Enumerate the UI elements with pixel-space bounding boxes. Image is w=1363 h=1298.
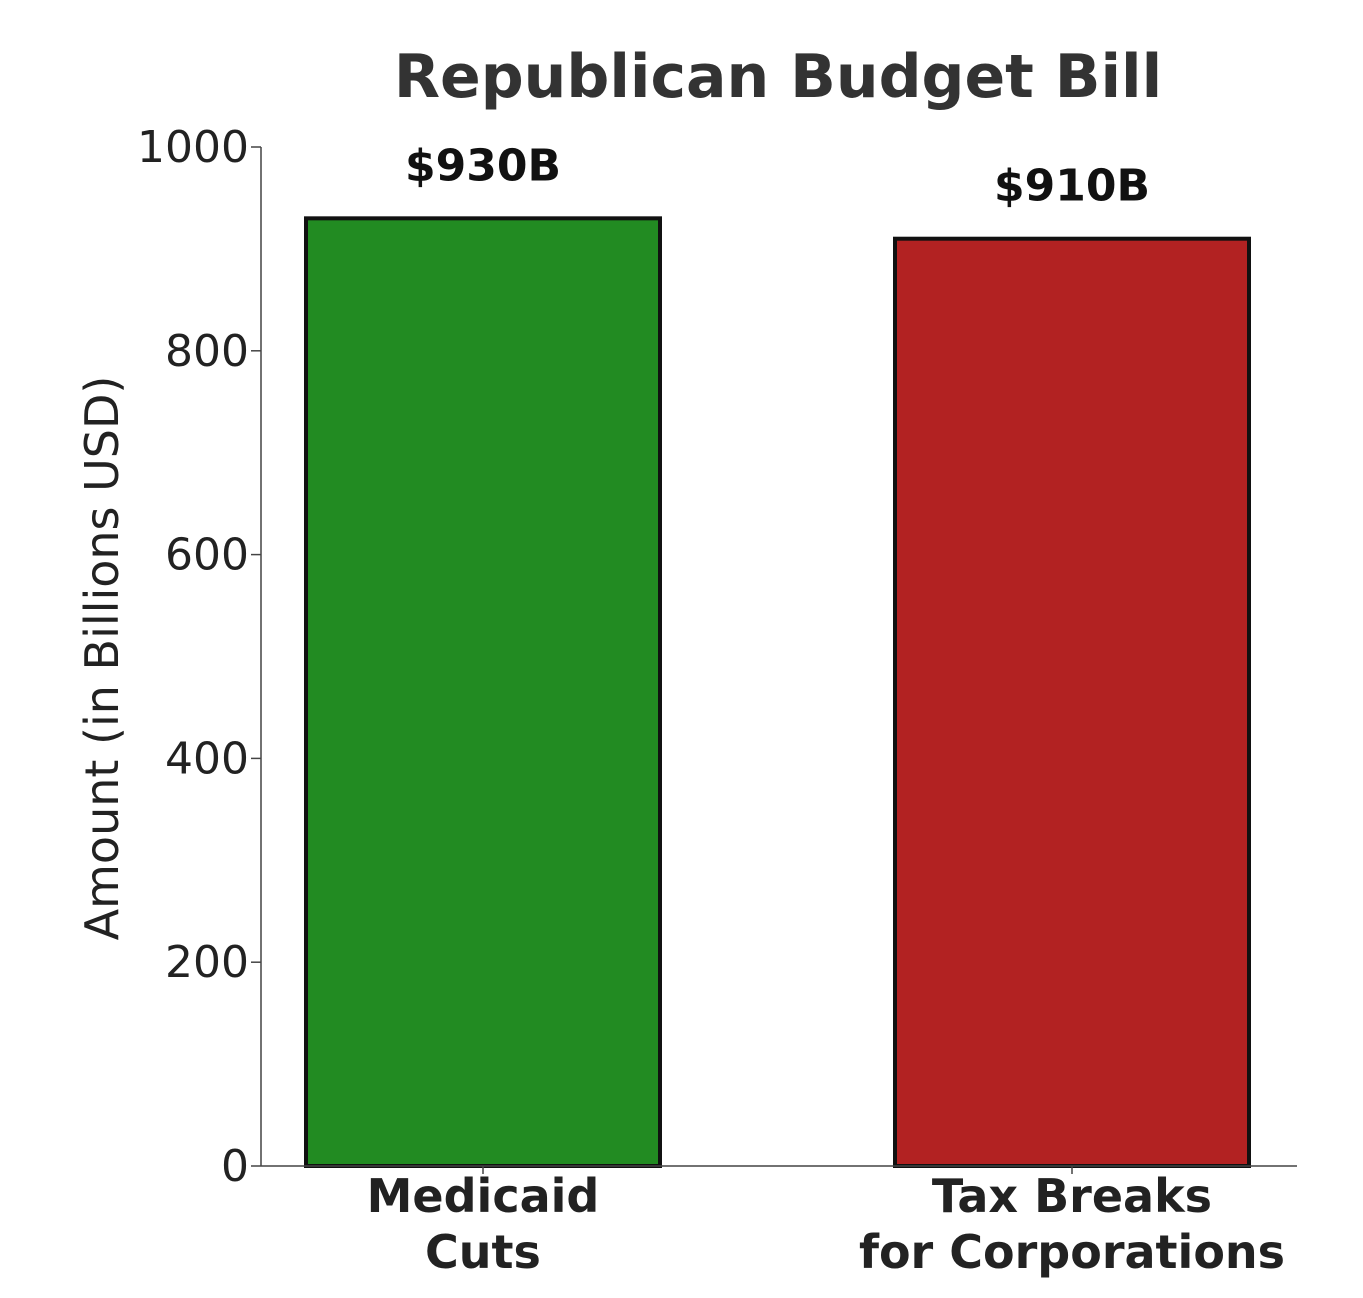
bar-group [304,216,1251,1168]
y-tick-label: 200 [165,937,249,988]
y-tick-label: 1000 [137,122,249,173]
y-tick-label: 400 [165,733,249,784]
x-tick-label: for Corporations [859,1225,1285,1279]
x-tick-label: Cuts [425,1225,541,1279]
y-axis-ticks: 0 200 400 600 800 1000 [137,122,261,1192]
x-tick-label: Tax Breaks [932,1169,1212,1223]
value-label-group: $930B $910B [405,140,1150,211]
y-axis-label: Amount (in Billions USD) [75,376,129,941]
y-tick-label: 600 [165,530,249,581]
bar-value-label: $910B [994,161,1150,212]
bar-value-label: $930B [405,140,561,191]
y-tick-label: 0 [221,1141,249,1192]
chart-title: Republican Budget Bill [394,42,1162,112]
bar [304,216,662,1168]
bar [893,236,1251,1168]
y-tick-label: 800 [165,326,249,377]
x-tick-label: Medicaid [367,1169,600,1223]
